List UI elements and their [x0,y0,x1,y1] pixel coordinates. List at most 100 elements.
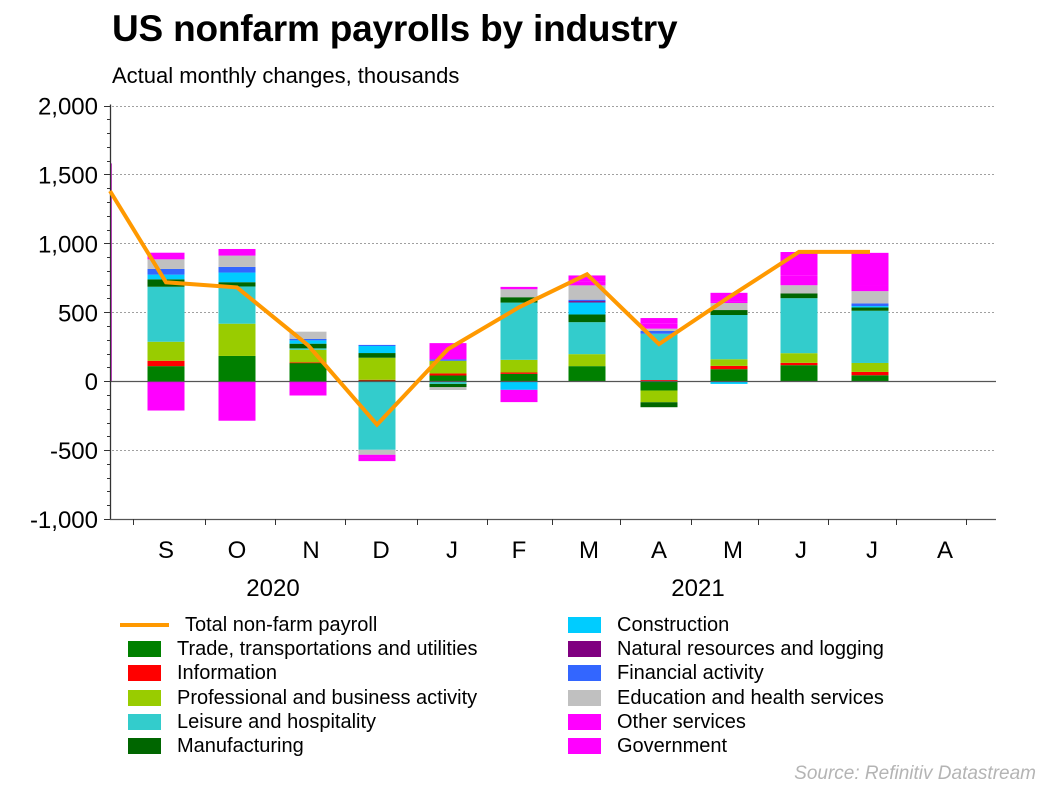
bar-segment [640,328,678,331]
bar-segment [780,365,818,382]
bar-segment [429,360,467,374]
bar-segment [851,371,889,376]
x-tick-label: J [795,537,807,564]
bar-segment [710,359,748,366]
bar-segment [289,338,327,341]
bar-segment [568,299,606,302]
x-tick-label: O [228,537,247,564]
bar-segment [429,383,467,388]
bar-segment [568,322,606,355]
legend-color-swatch [128,665,161,682]
bar-segment [640,323,678,329]
bar-segment [500,389,538,403]
bar-segment [780,293,818,299]
legend-label: Financial activity [617,662,764,685]
bar-segment [358,449,396,455]
y-tick-label: -500 [50,438,98,465]
stacked-bars [110,163,889,462]
bar-segment [429,373,467,376]
x-tick-label: D [372,537,389,564]
x-tick-label: M [723,537,743,564]
bar-segment [429,387,467,390]
legend-item: Financial activity [568,661,884,685]
bar-segment [780,362,818,366]
bar-segment [568,285,606,300]
year-label: 2021 [671,575,724,602]
bar-segment [500,289,538,298]
bar-segment [851,310,889,363]
bar-segment [710,303,748,311]
bar-segment [147,341,185,361]
total-nonfarm-line [108,189,870,428]
bar-segment [640,318,678,324]
bar-segment [710,365,748,370]
legend-line-swatch [120,623,169,628]
legend-item: Construction [568,613,884,637]
legend-color-swatch [568,665,601,682]
bar-segment [780,275,818,286]
source-note: Source: Refinitiv Datastream [794,763,1036,784]
legend-label: Total non-farm payroll [185,614,378,636]
bar-segment [147,381,185,411]
bar-segment [851,291,889,304]
bar-segment [851,303,889,307]
bar-segment [147,274,185,280]
legend-color-swatch [128,689,161,706]
bar-segment [640,333,678,381]
bar-segment [500,297,538,303]
bar-segment [851,306,889,308]
bar-segment [289,340,327,344]
y-tick-label: 1,000 [38,231,98,258]
bar-segment [780,298,818,354]
bar-segment [710,381,748,384]
legend-label: Natural resources and logging [617,638,884,661]
bar-segment [358,353,396,358]
bar-segment [568,314,606,323]
legend-item: Information [128,661,478,685]
bar-segment [358,344,396,347]
bar-segment [218,282,256,287]
bar-segment [289,381,327,396]
y-tick-label: 500 [58,300,98,327]
bar-segment [429,359,467,361]
bar-segment [568,301,606,303]
legend-color-swatch [568,689,601,706]
legend-item: Natural resources and logging [568,637,884,661]
legend-item: Leisure and hospitality [128,710,478,734]
x-tick-label: M [579,537,599,564]
bar-segment [289,331,327,339]
bar-segment [429,381,467,384]
bar-segment [218,286,256,324]
bar-segment [218,248,256,256]
bar-segment [358,457,396,462]
x-tick-label: N [302,537,319,564]
legend-item: Other services [568,710,884,734]
tick-labels: 2,000 1,500 1,000 500 0 -500 -1,000 S O N D J F M A M J J… [30,94,953,603]
legend-item: Education and health services [568,686,884,710]
bar-segment [289,348,327,350]
bar-segment [568,281,606,286]
bar-segment [710,301,748,304]
bar-segment [640,380,678,382]
bar-segment [851,252,889,286]
bar-segment [147,286,185,342]
bar-segment [500,373,538,382]
bar-segment [147,360,185,367]
legend-item: Professional and business activity [128,686,478,710]
legend-item: Trade, transportations and utilities [128,637,478,661]
bar-segment [640,381,678,391]
bar-segment [147,366,185,382]
year-label: 2020 [246,575,299,602]
bar-segment [358,381,396,450]
bar-segment [710,369,748,382]
legend-color-swatch [128,713,161,730]
y-tick-label: -1,000 [30,507,98,534]
bar-segment [289,362,327,382]
legend-color-swatch [568,617,601,634]
legend-item: Government [568,734,884,758]
chart-subtitle: Actual monthly changes, thousands [112,63,460,88]
bar-segment [500,372,538,374]
legend-color-swatch [568,641,601,658]
x-tick-label: S [158,537,174,564]
y-tick-label: 2,000 [38,94,98,121]
